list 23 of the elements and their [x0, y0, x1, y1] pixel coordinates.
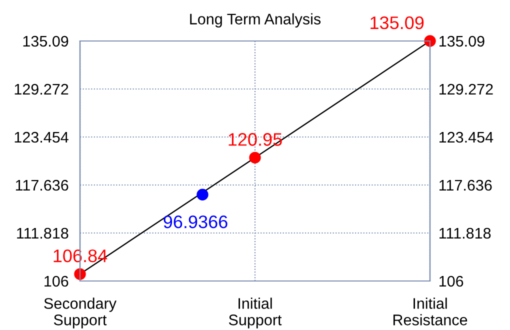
- y2-tick-label: 117.636: [440, 180, 492, 191]
- point: [74, 268, 86, 280]
- y-tick-label: 106: [44, 276, 68, 287]
- y-tick-label: 111.818: [17, 228, 68, 239]
- x-tick-label: Initial Resistance: [393, 298, 468, 326]
- y2-tick-label: 135.09: [440, 36, 484, 47]
- data-label: 120.95: [228, 133, 282, 146]
- y-tick-label: 117.636: [16, 180, 68, 191]
- y2-tick-label: 106: [440, 276, 464, 287]
- data-label: 106.84: [54, 249, 108, 262]
- y2-tick-label: 111.818: [440, 228, 491, 239]
- annotation: 96.9366: [164, 215, 228, 228]
- y2-tick-label: 123.454: [440, 132, 494, 143]
- chart-title: Long Term Analysis: [190, 13, 321, 28]
- point: [249, 152, 261, 164]
- data-label: 135.09: [370, 16, 424, 30]
- x-tick-label: Secondary Support: [44, 298, 116, 328]
- y-tick-label: 123.454: [14, 132, 68, 143]
- x-tick-label: Initial Support: [228, 298, 282, 328]
- y-tick-label: 129.272: [14, 84, 68, 95]
- point: [424, 35, 436, 47]
- y-tick-label: 135.09: [23, 36, 68, 47]
- y2-tick-label: 129.272: [440, 84, 493, 95]
